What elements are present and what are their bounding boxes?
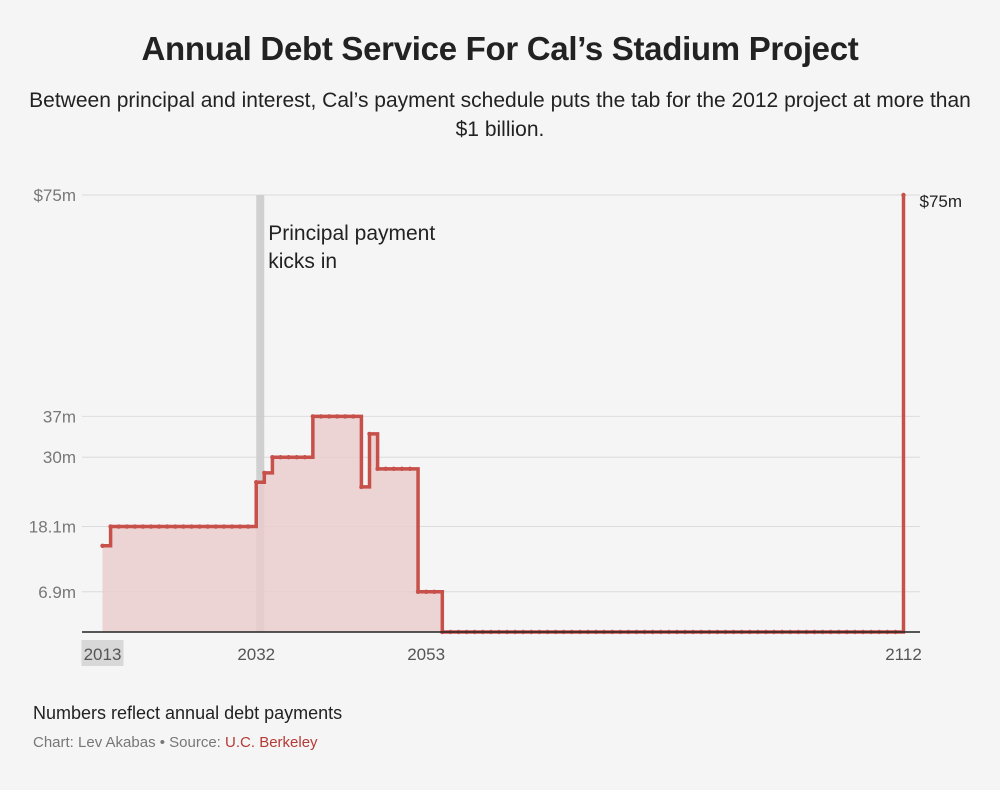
x-tick-label-1: 2032 <box>237 645 275 664</box>
principal-marker-band <box>256 195 265 632</box>
data-point-2052 <box>415 589 421 594</box>
y-tick-label-0: 6.9m <box>38 583 76 602</box>
data-point-2037 <box>294 455 299 460</box>
data-point-2043 <box>343 414 348 419</box>
data-point-2020 <box>156 524 162 529</box>
data-point-2028 <box>221 524 227 529</box>
data-point-2040 <box>318 414 324 419</box>
data-point-2050 <box>399 466 405 472</box>
x-tick-label-0: 2013 <box>84 645 122 664</box>
annotation-group: Principal payment kicks in <box>256 195 435 632</box>
data-point-2054 <box>432 589 437 594</box>
data-point-2048 <box>383 466 388 472</box>
data-point-2036 <box>286 455 291 460</box>
data-point-2046 <box>367 431 372 437</box>
data-point-2013 <box>100 543 105 548</box>
credit-prefix: Chart: Lev Akabas • Source: <box>33 734 226 751</box>
data-point-2038 <box>302 455 307 460</box>
annotation-line-1: Principal payment <box>268 222 435 245</box>
data-point-2039 <box>310 414 316 419</box>
data-point-2034 <box>270 455 275 460</box>
data-point-2053 <box>423 589 429 594</box>
data-point-2021 <box>165 524 170 529</box>
data-point-2019 <box>148 524 154 529</box>
x-tick-highlight-0 <box>81 640 124 666</box>
data-point-2029 <box>229 524 235 529</box>
data-point-2051 <box>407 466 413 472</box>
y-tick-labels: 6.9m 18.1m 30m 37m $75m <box>29 186 76 602</box>
data-point-2044 <box>351 414 356 419</box>
data-point-2015 <box>116 524 121 529</box>
data-point-2042 <box>334 414 340 419</box>
data-point-2045 <box>359 484 364 490</box>
data-point-2022 <box>173 524 178 529</box>
x-tick-labels: 2013 2032 2053 2112 <box>81 640 922 666</box>
y-tick-label-4: $75m <box>33 186 76 205</box>
x-tick-label-3: 2112 <box>885 645 922 664</box>
data-point-2041 <box>326 414 332 419</box>
x-tick-label-2: 2053 <box>407 645 445 664</box>
chart-title: Annual Debt Service For Cal’s Stadium Pr… <box>141 30 859 67</box>
data-point-2030 <box>237 524 243 529</box>
data-point-2017 <box>132 524 138 529</box>
data-point-2031 <box>245 524 251 529</box>
data-point-2024 <box>189 524 194 529</box>
source-link[interactable]: U.C. Berkeley <box>225 734 318 751</box>
y-tick-label-1: 18.1m <box>29 518 76 537</box>
data-point-2016 <box>124 524 129 529</box>
chart-credit: Chart: Lev Akabas • Source: U.C. Berkele… <box>33 734 318 751</box>
data-point-2023 <box>181 524 186 529</box>
data-point-2047 <box>375 466 380 472</box>
data-point-2025 <box>197 524 202 529</box>
data-point-2026 <box>205 524 210 529</box>
data-point-2033 <box>262 470 267 476</box>
y-tick-label-3: 37m <box>43 407 76 426</box>
chart-footnote: Numbers reflect annual debt payments <box>33 703 343 723</box>
chart-subtitle: Between principal and interest, Cal’s pa… <box>29 89 971 141</box>
data-point-2112 <box>901 192 906 198</box>
end-value-label: $75m <box>920 192 963 211</box>
data-point-2035 <box>278 455 283 460</box>
data-point-2014 <box>108 524 113 529</box>
y-tick-label-2: 30m <box>43 448 76 467</box>
data-point-2027 <box>213 524 218 529</box>
data-point-2049 <box>391 466 396 472</box>
annotation-line-2: kicks in <box>268 250 337 273</box>
data-point-2018 <box>140 524 146 529</box>
data-point-2032 <box>254 480 259 485</box>
series-area <box>102 416 443 632</box>
series-group <box>100 192 906 635</box>
